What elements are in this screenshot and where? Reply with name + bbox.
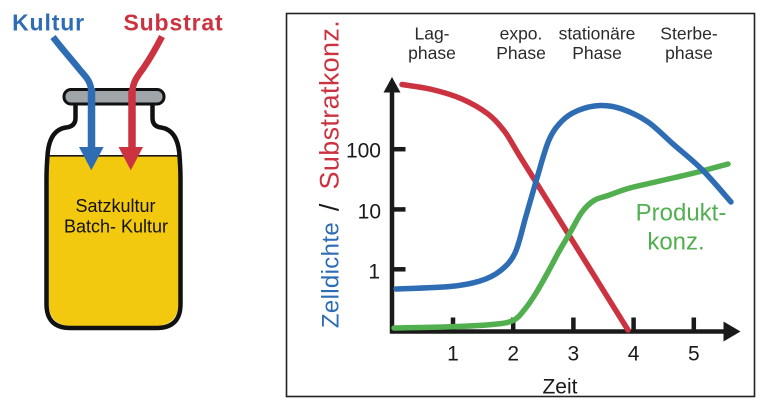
svg-text:Batch- Kultur: Batch- Kultur <box>64 217 168 237</box>
svg-text:Kultur: Kultur <box>12 10 85 36</box>
svg-text:phase: phase <box>408 43 456 63</box>
svg-text:Lag-: Lag- <box>414 23 449 43</box>
svg-text:10: 10 <box>358 200 381 223</box>
svg-text:Substrat: Substrat <box>123 10 223 36</box>
svg-text:5: 5 <box>688 343 700 366</box>
svg-text:2: 2 <box>507 343 519 366</box>
svg-text:1: 1 <box>368 260 380 283</box>
svg-text:Produkt-: Produkt- <box>636 200 727 227</box>
svg-text:expo.: expo. <box>500 23 543 43</box>
svg-text:Phase: Phase <box>572 43 622 63</box>
svg-text:4: 4 <box>628 343 640 366</box>
svg-text:stationäre: stationäre <box>559 23 636 43</box>
svg-text:konz.: konz. <box>647 229 704 256</box>
svg-text:1: 1 <box>447 343 459 366</box>
svg-text:Zelldichte / Substratkonz.: Zelldichte / Substratkonz. <box>315 20 345 328</box>
svg-text:Sterbe-: Sterbe- <box>660 23 718 43</box>
svg-text:Satzkultur: Satzkultur <box>75 196 155 216</box>
svg-text:3: 3 <box>568 343 580 366</box>
svg-text:Phase: Phase <box>496 43 546 63</box>
svg-text:100: 100 <box>346 140 381 163</box>
svg-text:phase: phase <box>665 43 713 63</box>
svg-text:Zeit: Zeit <box>542 376 577 399</box>
